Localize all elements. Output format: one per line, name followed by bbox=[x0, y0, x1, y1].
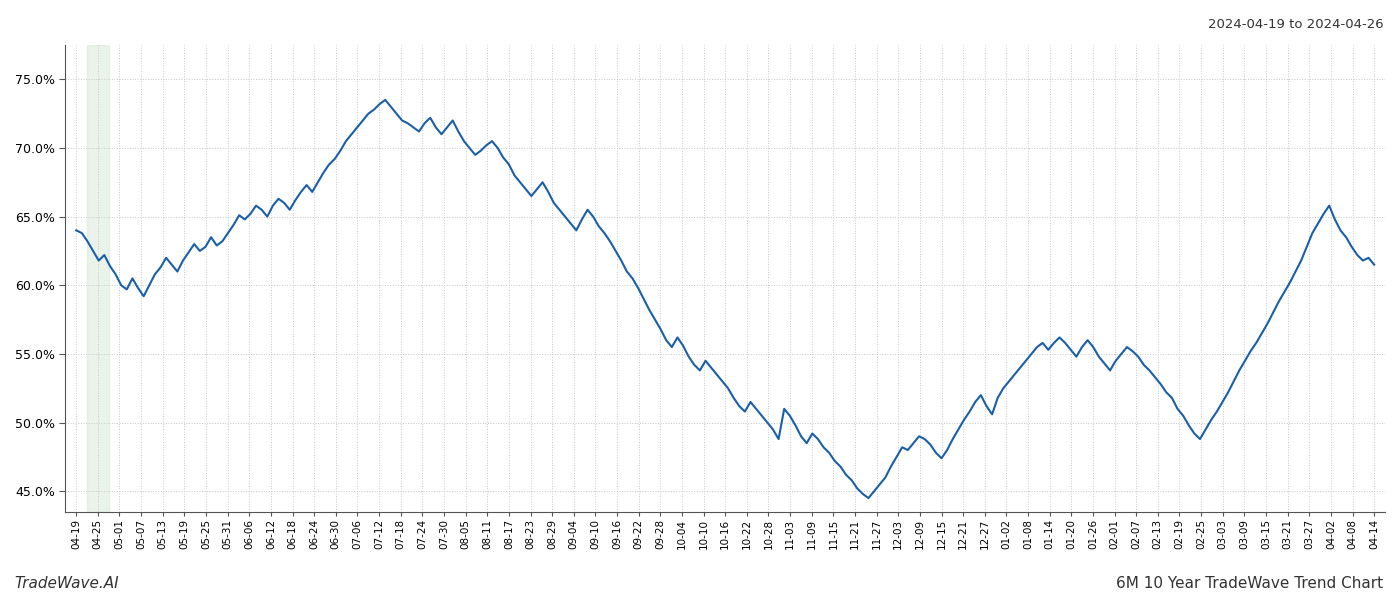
Text: 2024-04-19 to 2024-04-26: 2024-04-19 to 2024-04-26 bbox=[1208, 18, 1383, 31]
Text: 6M 10 Year TradeWave Trend Chart: 6M 10 Year TradeWave Trend Chart bbox=[1116, 576, 1383, 591]
Text: TradeWave.AI: TradeWave.AI bbox=[14, 576, 119, 591]
Bar bbox=[87, 45, 109, 512]
